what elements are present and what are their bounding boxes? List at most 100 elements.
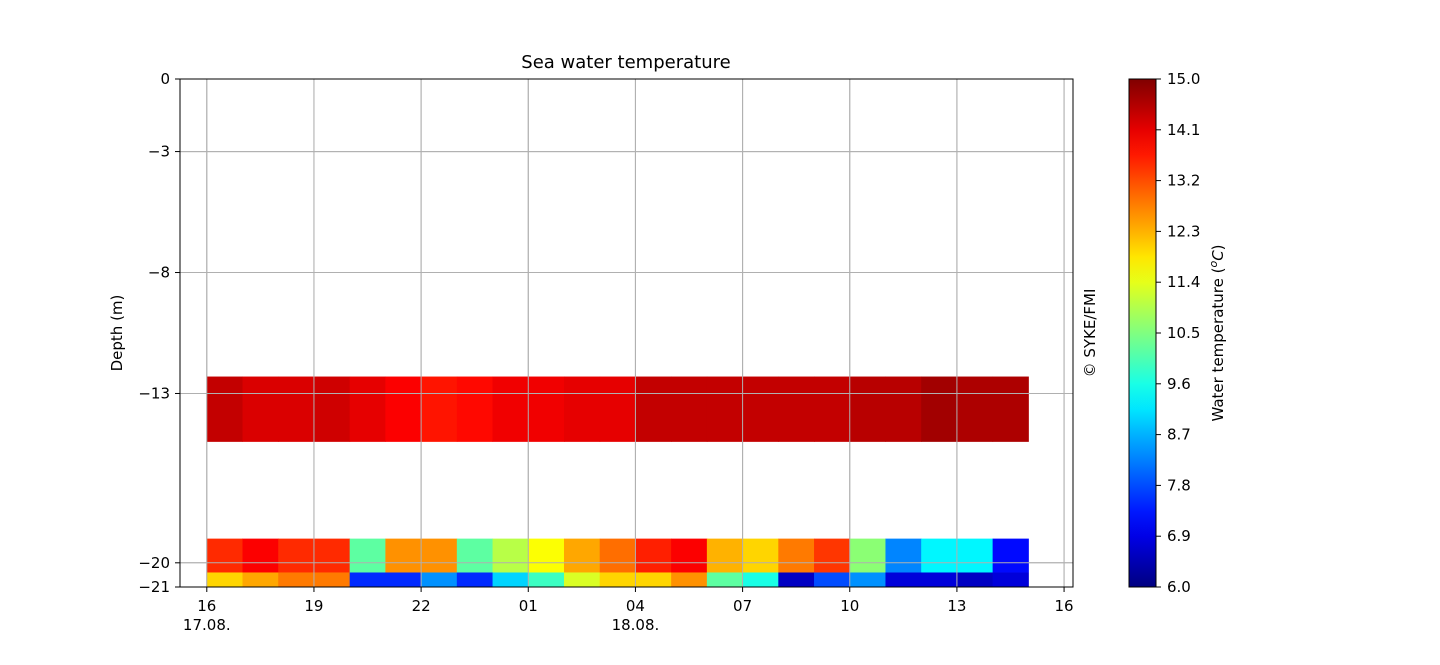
heatmap-cell [921,538,958,573]
heatmap-cell [528,572,565,587]
heatmap-cell [206,376,244,442]
colorbar-tick-label: 7.8 [1167,476,1191,494]
heatmap-cell [206,572,244,587]
grid-overlay [180,78,1073,588]
colorbar-tick-label: 9.6 [1167,375,1191,393]
colorbar-tick-label: 13.2 [1167,172,1200,190]
heatmap-cell [814,538,851,573]
heatmap-cell [778,376,815,442]
heatmap-cell [385,538,422,573]
heatmap-cell [778,538,815,573]
colorbar-label-main: Water temperature ( [1209,268,1227,422]
colorbar-tick-label: 10.5 [1167,324,1200,342]
heatmap-cell [885,376,922,442]
heatmap-cell [778,572,815,587]
colorbar-tick-label: 11.4 [1167,273,1200,291]
colorbar-label-unit: oC [1207,250,1227,268]
chart-title: Sea water temperature [521,52,730,73]
heatmap-cell [599,376,636,442]
heatmap-cell [349,376,386,442]
heatmap-cell [885,538,922,573]
x-tick-label: 16 [197,597,216,615]
x-tick-label: 13 [947,597,966,615]
heatmap-cell [885,572,922,587]
heatmap-cell [814,376,851,442]
heatmap-cell [956,376,994,442]
heatmap-cell [421,572,458,587]
heatmap-cell [706,572,744,587]
heatmap-cell [921,572,958,587]
heatmap-cell [385,376,422,442]
y-axis-label: Depth (m) [108,295,126,372]
heatmap-cell [349,572,386,587]
heatmap-cell [706,376,744,442]
colorbar-tick-label: 12.3 [1167,222,1200,240]
y-axis: 0 −3 −8 −13 −20 −21 [138,70,180,596]
heatmap-cell [992,572,1029,587]
heatmap-cell [421,376,458,442]
x-tick-label: 01 [519,597,538,615]
heatmap-cell [242,376,279,442]
x-tick-label: 10 [840,597,859,615]
heatmap-cell [563,376,601,442]
heatmap-cell [671,572,708,587]
heatmap-cell [635,572,672,587]
x-tick-date-label: 17.08. [183,616,231,634]
colorbar-label-degree: o [1207,261,1220,268]
heatmap-cell [921,376,958,442]
heatmap-cell [492,376,529,442]
heatmap-cell [742,572,779,587]
heatmap-cells [206,376,1029,587]
heatmap-cell [671,538,708,573]
plot-frame [179,78,1074,588]
heatmap-cell [599,572,636,587]
heatmap-cell [706,538,744,573]
colorbar-label-c: C [1209,250,1227,261]
x-tick-label: 16 [1055,597,1074,615]
colorbar-ticks: 6.0 6.9 7.8 8.7 9.6 10.5 11.4 12.3 13.2 14.1 15.0 [1156,70,1200,596]
heatmap-cell [849,572,886,587]
heatmap-cell [456,376,494,442]
heatmap-cell [956,572,994,587]
colorbar-tick-label: 6.9 [1167,527,1191,545]
heatmap-cell [206,538,244,573]
colorbar-tick-label: 15.0 [1167,70,1200,88]
heatmap-cell [242,572,279,587]
heatmap-cell [849,376,886,442]
heatmap-cell [814,572,851,587]
x-tick-date-label: 18.08. [612,616,660,634]
heatmap-cell [492,538,529,573]
heatmap-cell [563,538,601,573]
heatmap-cell [278,572,315,587]
heatmap-cell [313,572,351,587]
x-tick-label: 07 [733,597,752,615]
y-tick-label: −3 [148,143,170,161]
y-tick-label: 0 [160,70,170,88]
heatmap-cell [956,538,994,573]
heatmap-cell [742,376,779,442]
colorbar-tick-label: 8.7 [1167,426,1191,444]
heatmap-cell [421,538,458,573]
heatmap-cell [671,376,708,442]
heatmap-cell [599,538,636,573]
colorbar-tick-label: 14.1 [1167,121,1200,139]
heatmap-cell [742,538,779,573]
heatmap-cell [528,376,565,442]
heatmap-cell [349,538,386,573]
heatmap-cell [385,572,422,587]
heatmap-cell [992,538,1029,573]
heatmap-cell [635,538,672,573]
y-tick-label: −8 [148,264,170,282]
heatmap-cell [456,572,494,587]
colorbar-tick-label: 6.0 [1167,578,1191,596]
heatmap-cell [242,538,279,573]
heatmap-cell [849,538,886,573]
heatmap-cell [278,376,315,442]
heatmap-cell [492,572,529,587]
x-tick-label: 04 [626,597,645,615]
heatmap-cell [635,376,672,442]
y-tick-label: −20 [138,554,170,572]
heatmap-cell [313,538,351,573]
